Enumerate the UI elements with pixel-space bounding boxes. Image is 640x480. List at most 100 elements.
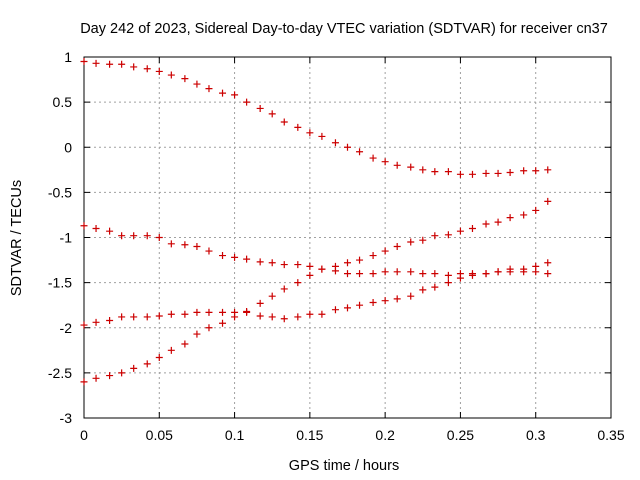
- data-point: [506, 214, 514, 222]
- axis-ticks: [83, 56, 612, 419]
- data-point: [456, 227, 464, 235]
- series-satellite-4: [80, 197, 552, 386]
- data-point: [231, 253, 239, 261]
- data-point: [444, 168, 452, 176]
- data-point: [331, 139, 339, 147]
- y-tick-label: -1: [60, 230, 73, 246]
- data-point: [205, 85, 213, 93]
- x-tick-label: 0.3: [526, 427, 546, 443]
- data-point: [494, 268, 502, 276]
- data-point: [143, 65, 151, 73]
- data-point: [393, 295, 401, 303]
- data-point: [256, 299, 264, 307]
- data-point: [106, 317, 114, 325]
- data-point: [167, 71, 175, 79]
- data-point: [155, 67, 163, 75]
- data-point: [80, 58, 88, 66]
- data-point: [482, 169, 490, 177]
- data-point: [356, 256, 364, 264]
- data-point: [532, 206, 540, 214]
- data-point: [155, 354, 163, 362]
- data-point: [193, 308, 201, 316]
- data-point: [219, 308, 227, 316]
- data-point: [356, 148, 364, 156]
- data-point: [181, 75, 189, 83]
- data-point: [431, 270, 439, 278]
- data-point: [167, 240, 175, 248]
- data-point: [381, 297, 389, 305]
- data-point: [130, 63, 138, 71]
- data-point: [532, 167, 540, 175]
- data-point: [181, 310, 189, 318]
- x-tick-label: 0.35: [597, 427, 624, 443]
- data-point: [331, 306, 339, 314]
- data-point: [130, 313, 138, 321]
- data-point: [205, 247, 213, 255]
- data-point: [318, 265, 326, 273]
- data-point: [356, 301, 364, 309]
- y-tick-label: -1.5: [48, 275, 72, 291]
- data-point: [431, 168, 439, 176]
- data-point: [280, 315, 288, 323]
- data-point: [456, 170, 464, 178]
- data-point: [494, 169, 502, 177]
- data-point: [532, 262, 540, 270]
- data-point: [256, 258, 264, 266]
- chart-title: Day 242 of 2023, Sidereal Day-to-day VTE…: [80, 21, 608, 37]
- data-point: [482, 270, 490, 278]
- data-point: [419, 270, 427, 278]
- data-point: [444, 231, 452, 239]
- data-point: [167, 310, 175, 318]
- data-point: [419, 286, 427, 294]
- data-point: [219, 319, 227, 327]
- data-point: [431, 283, 439, 291]
- data-point: [130, 364, 138, 372]
- data-point: [520, 265, 528, 273]
- data-point: [205, 324, 213, 332]
- series-satellite-2: [80, 222, 552, 279]
- data-point: [143, 360, 151, 368]
- data-point: [181, 340, 189, 348]
- data-point: [444, 279, 452, 287]
- data-point: [231, 91, 239, 99]
- y-tick-label: -2: [60, 320, 73, 336]
- data-point: [520, 167, 528, 175]
- data-point: [544, 166, 552, 174]
- data-point: [318, 310, 326, 318]
- data-point: [393, 268, 401, 276]
- data-point: [407, 238, 415, 246]
- data-point: [92, 374, 100, 382]
- data-point: [243, 98, 251, 106]
- data-point: [118, 313, 126, 321]
- data-point: [344, 304, 351, 312]
- y-tick-label: 1: [64, 49, 72, 65]
- x-tick-label: 0.25: [447, 427, 474, 443]
- y-axis-label: SDTVAR / TECUs: [9, 180, 25, 296]
- data-point: [130, 232, 138, 240]
- data-point: [381, 158, 389, 166]
- data-point: [205, 308, 213, 316]
- data-point: [431, 232, 439, 240]
- data-point: [506, 265, 514, 273]
- y-tick-label: -2.5: [48, 365, 72, 381]
- series-satellite-3: [80, 259, 552, 329]
- data-point: [80, 321, 88, 329]
- data-point: [118, 369, 126, 377]
- data-point: [419, 166, 427, 174]
- data-point: [344, 259, 351, 267]
- data-point: [482, 220, 490, 228]
- data-point: [181, 241, 189, 249]
- data-point: [167, 346, 175, 354]
- y-tick-label: -3: [60, 410, 73, 426]
- data-point: [494, 218, 502, 226]
- y-tick-label: 0.5: [53, 94, 73, 110]
- data-point: [256, 104, 264, 112]
- data-point: [143, 313, 151, 321]
- data-point: [331, 262, 339, 270]
- data-point: [80, 378, 88, 386]
- data-point: [118, 60, 126, 68]
- data-point: [268, 313, 276, 321]
- data-point: [92, 318, 100, 326]
- data-point: [468, 271, 476, 279]
